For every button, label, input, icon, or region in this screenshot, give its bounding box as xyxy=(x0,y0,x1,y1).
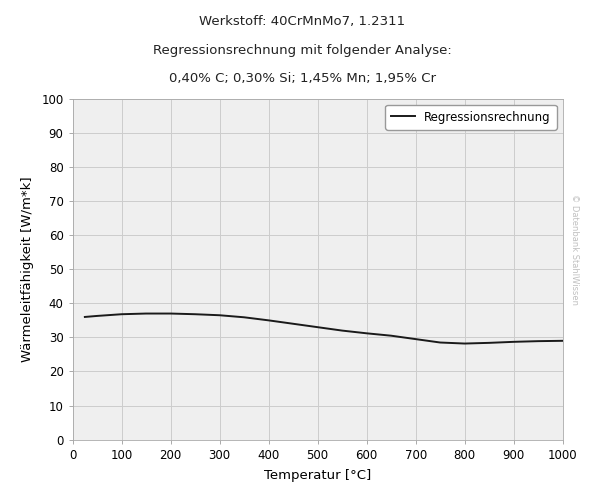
Regressionsrechnung xyxy=(461,340,468,346)
Regressionsrechnung xyxy=(142,311,149,317)
Regressionsrechnung xyxy=(191,311,198,317)
Regressionsrechnung xyxy=(240,314,248,320)
Text: © Datenbank StahlWissen: © Datenbank StahlWissen xyxy=(570,194,579,305)
Y-axis label: Wärmeleitfähigkeit [W/m*k]: Wärmeleitfähigkeit [W/m*k] xyxy=(21,176,34,362)
Regressionsrechnung xyxy=(412,336,419,342)
Regressionsrechnung xyxy=(338,328,345,333)
Regressionsrechnung xyxy=(265,318,272,324)
Text: Werkstoff: 40CrMnMo7, 1.2311: Werkstoff: 40CrMnMo7, 1.2311 xyxy=(200,15,405,28)
Line: Regressionsrechnung: Regressionsrechnung xyxy=(85,314,563,343)
Regressionsrechnung xyxy=(314,324,321,330)
Regressionsrechnung xyxy=(216,312,223,318)
X-axis label: Temperatur [°C]: Temperatur [°C] xyxy=(264,469,371,482)
Regressionsrechnung xyxy=(485,340,492,346)
Regressionsrechnung xyxy=(289,321,296,327)
Text: Regressionsrechnung mit folgender Analyse:: Regressionsrechnung mit folgender Analys… xyxy=(153,44,452,57)
Regressionsrechnung xyxy=(436,339,443,345)
Regressionsrechnung xyxy=(363,330,370,336)
Regressionsrechnung xyxy=(93,313,100,319)
Regressionsrechnung xyxy=(559,338,566,344)
Regressionsrechnung xyxy=(167,311,174,317)
Regressionsrechnung xyxy=(535,338,542,344)
Text: 0,40% C; 0,30% Si; 1,45% Mn; 1,95% Cr: 0,40% C; 0,30% Si; 1,45% Mn; 1,95% Cr xyxy=(169,72,436,84)
Regressionsrechnung xyxy=(510,339,517,345)
Regressionsrechnung xyxy=(118,311,125,317)
Regressionsrechnung xyxy=(387,333,394,339)
Legend: Regressionsrechnung: Regressionsrechnung xyxy=(385,105,557,129)
Regressionsrechnung xyxy=(81,314,88,320)
